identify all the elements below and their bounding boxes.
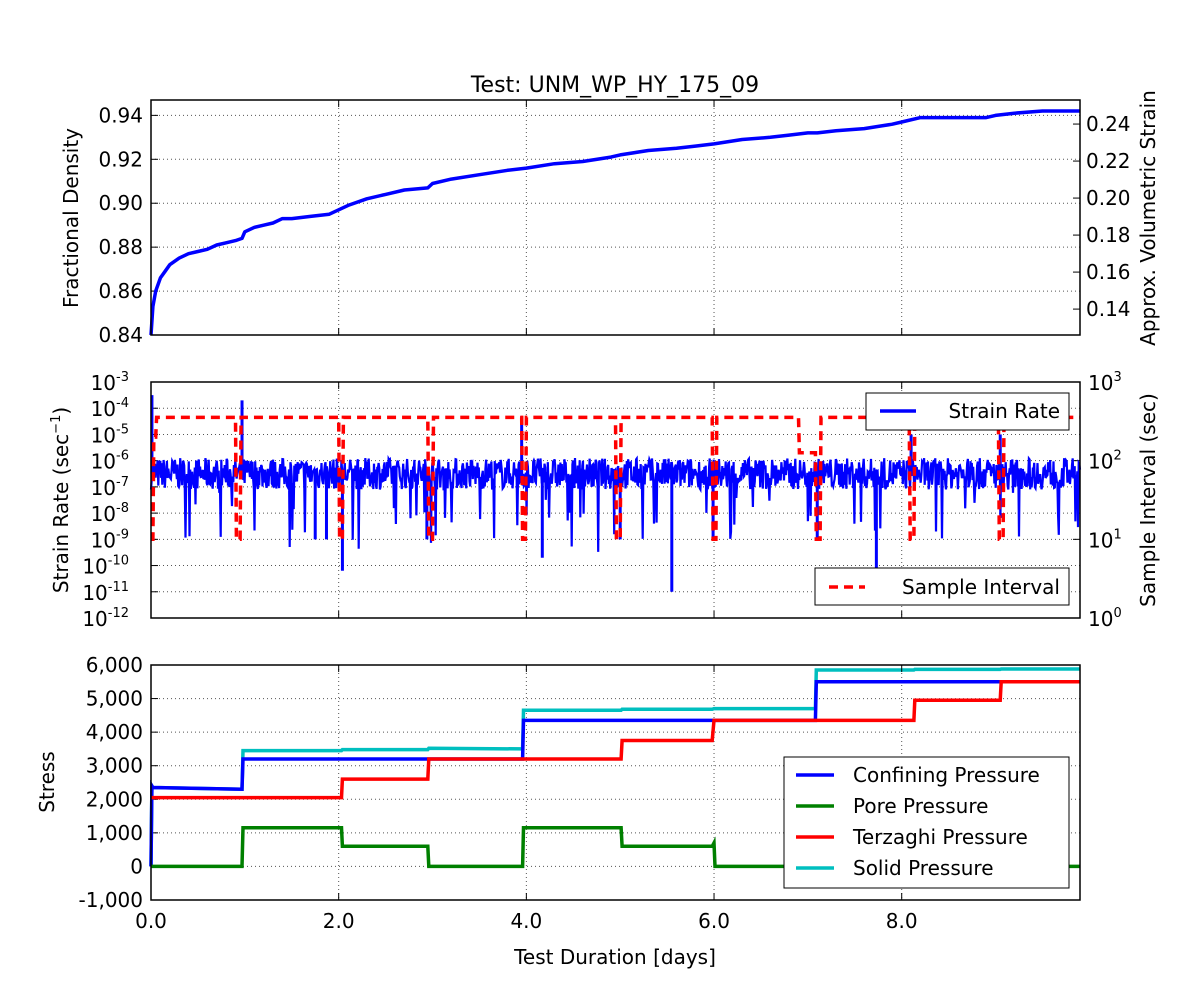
rate-y-label-text: Strain Rate (sec	[49, 434, 73, 593]
density-y-tick-label-4: 0.92	[98, 147, 143, 171]
rate-y-label: Strain Rate (sec−1)	[49, 407, 73, 593]
rate-y-right-label: Sample Interval (sec)	[1136, 393, 1160, 607]
rate-y-tick-label-2: 10-5	[91, 422, 129, 447]
stress-series-confining-pressure	[149, 680, 1080, 867]
density-y-label: Fractional Density	[59, 128, 83, 308]
rate-y-tick-label-8: 10-11	[82, 580, 129, 605]
stress-y-tick-label-4: 2,000	[86, 787, 143, 811]
rate-y-tick-label-7: 10-10	[82, 554, 129, 579]
x-tick-label-1: 2.0	[323, 909, 355, 933]
density-y-tick-label-3: 0.90	[98, 191, 143, 215]
density-y-right-label: Approx. Volumetric Strain	[1136, 90, 1160, 346]
figure-title: Test: UNM_WP_HY_175_09	[470, 73, 759, 98]
x-tick-label-3: 6.0	[698, 909, 730, 933]
sample-interval-line	[151, 415, 1080, 542]
stress-legend-label-3: Solid Pressure	[853, 856, 994, 880]
panel-frame-2	[150, 381, 1081, 619]
interval-y-tick-label-1: 102	[1088, 449, 1122, 474]
stress-y-tick-label-2: 4,000	[86, 720, 143, 744]
stress-legend-box	[783, 756, 1070, 889]
stress-y-tick-label-1: 5,000	[86, 687, 143, 711]
x-tick-label-2: 4.0	[510, 909, 542, 933]
stress-y-tick-label-3: 3,000	[86, 754, 143, 778]
stress-y-tick-label-0: 6,000	[86, 653, 143, 677]
interval-y-tick-label-2: 101	[1088, 527, 1122, 552]
sample-interval-legend-box	[814, 567, 1070, 606]
stress-y-tick-label-7: -1,000	[79, 888, 143, 912]
density-y-tick-label-5: 0.94	[98, 103, 143, 127]
strain-rate-legend	[865, 392, 1070, 431]
stress-y-tick-label-6: 0	[130, 854, 143, 878]
rate-y-tick-label-4: 10-7	[91, 475, 129, 500]
panel-frame-1	[150, 99, 1081, 336]
stress-legend-label-0: Confining Pressure	[853, 763, 1040, 787]
density-y-right-tick-label-1: 0.16	[1086, 260, 1131, 284]
stress-legend-label-2: Terzaghi Pressure	[852, 825, 1028, 849]
interval-y-tick-label-3: 100	[1088, 606, 1122, 631]
density-y-right-tick-label-0: 0.14	[1086, 297, 1131, 321]
density-y-right-tick-label-5: 0.24	[1086, 112, 1131, 136]
sample-interval-legend-label: Sample Interval	[902, 575, 1060, 599]
density-y-right-tick-label-2: 0.18	[1086, 223, 1131, 247]
rate-y-tick-label-3: 10-6	[91, 449, 129, 474]
rate-y-tick-label-6: 10-9	[91, 527, 129, 552]
rate-y-tick-label-9: 10-12	[82, 606, 129, 631]
rate-y-tick-label-1: 10-4	[91, 396, 129, 421]
interval-y-tick-label-0: 103	[1088, 370, 1122, 395]
x-axis-label: Test Duration [days]	[513, 945, 716, 969]
rate-y-label-close: )	[49, 407, 73, 415]
rate-y-tick-label-5: 10-8	[91, 501, 129, 526]
stress-series-terzaghi-pressure	[151, 680, 1080, 800]
panel-frame-3	[150, 664, 1081, 901]
x-tick-label-0: 0.0	[135, 909, 167, 933]
density-y-tick-label-1: 0.86	[98, 279, 143, 303]
density-y-tick-label-2: 0.88	[98, 235, 143, 259]
strain-rate-legend-label: Strain Rate	[949, 399, 1060, 423]
density-y-right-tick-label-4: 0.22	[1086, 149, 1131, 173]
strain-rate-line	[149, 454, 1082, 552]
rate-y-tick-label-0: 10-3	[91, 370, 129, 395]
stress-legend	[783, 756, 1070, 889]
density-y-right-tick-label-3: 0.20	[1086, 186, 1131, 210]
stress-y-label: Stress	[35, 751, 59, 812]
sample-interval-legend	[814, 567, 1070, 606]
stress-y-tick-label-5: 1,000	[86, 821, 143, 845]
density-series-line	[149, 109, 1080, 336]
stress-legend-label-1: Pore Pressure	[853, 794, 988, 818]
rate-y-label-sup: −1	[49, 415, 64, 434]
density-y-tick-label-0: 0.84	[98, 323, 143, 347]
x-tick-label-4: 8.0	[886, 909, 918, 933]
